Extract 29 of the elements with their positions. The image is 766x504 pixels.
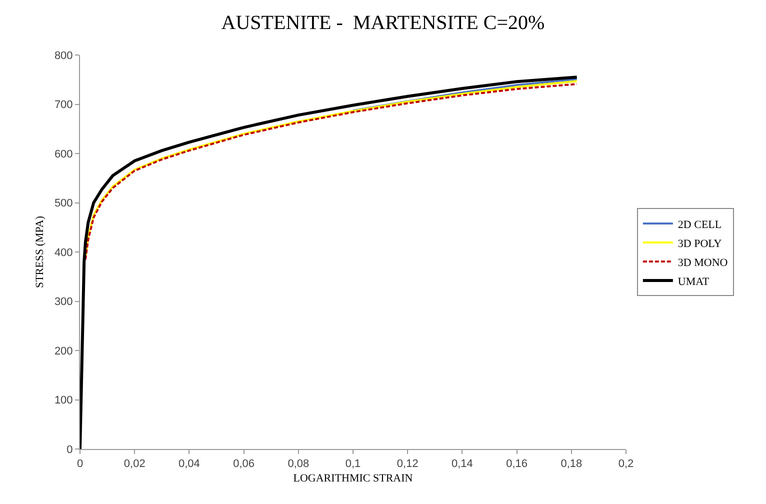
- chart-title: AUSTENITE - MARTENSITE C=20%: [221, 12, 545, 34]
- x-tick-label: 0,02: [124, 458, 146, 470]
- y-tick-label: 0: [66, 444, 73, 456]
- x-tick-label: 0,1: [345, 458, 361, 470]
- y-tick-label: 400: [54, 246, 73, 259]
- x-tick-label: 0,18: [560, 458, 582, 470]
- line-series: [80, 76, 578, 449]
- legend-label: 3D POLY: [678, 238, 722, 250]
- x-tick-label: 0,2: [618, 458, 634, 470]
- y-tick-label: 300: [54, 296, 73, 308]
- line-series: [352, 78, 578, 112]
- x-tick-label: 0,16: [506, 458, 528, 470]
- y-tick-label: 600: [54, 148, 73, 160]
- y-tick-label: 800: [54, 50, 73, 62]
- x-tick-label: 0,06: [233, 458, 255, 470]
- x-tick-label: 0,12: [396, 458, 418, 470]
- y-tick-label: 500: [54, 198, 73, 210]
- y-axis-title: STRESS (MPA): [34, 216, 46, 288]
- y-tick-label: 700: [54, 99, 73, 112]
- x-tick-label: 0,08: [288, 458, 310, 470]
- x-tick-label: 0,04: [178, 458, 200, 470]
- y-tick-label: 100: [54, 394, 73, 407]
- legend-label: 2D CELL: [678, 218, 722, 231]
- x-tick-label: 0: [76, 458, 84, 470]
- y-tick-label: 200: [54, 345, 73, 358]
- legend-label: UMAT: [678, 276, 710, 288]
- x-axis-title: LOGARITHMIC STRAIN: [293, 472, 413, 484]
- x-tick-label: 0,14: [451, 458, 473, 470]
- legend-label: 3D MONO: [678, 256, 728, 269]
